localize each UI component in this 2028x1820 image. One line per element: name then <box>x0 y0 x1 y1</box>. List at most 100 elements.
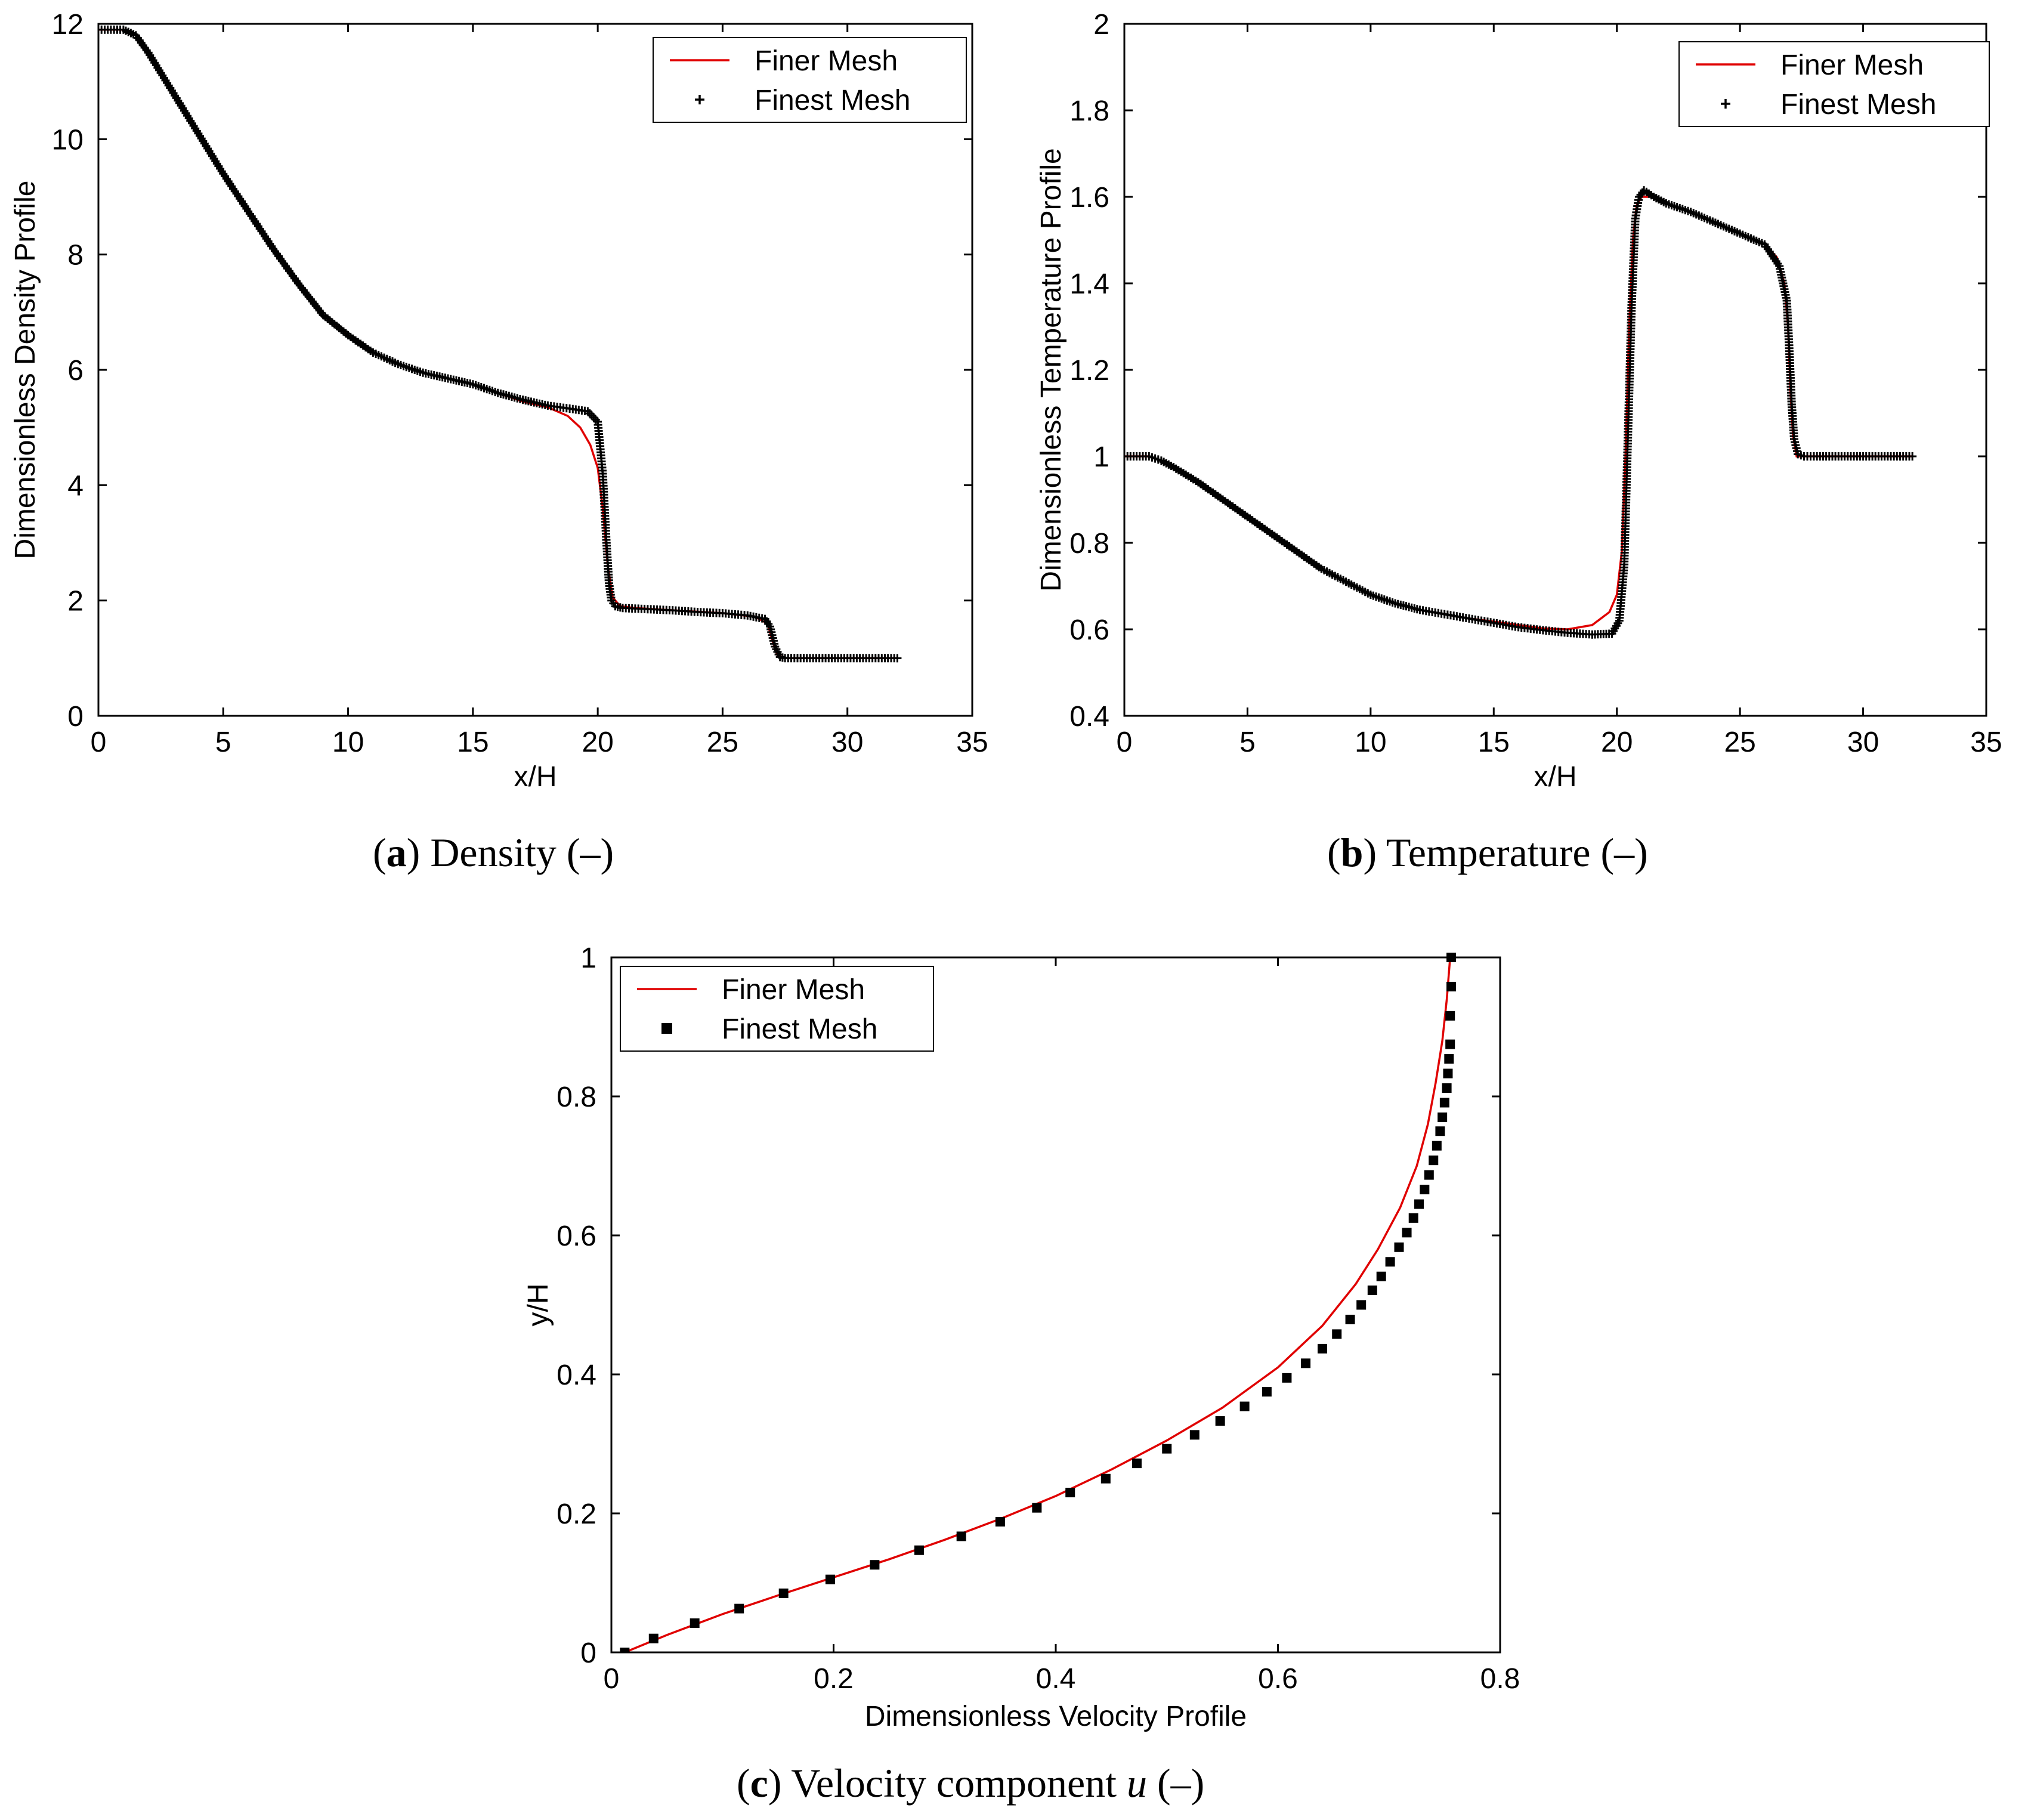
caption-a-text: Density (–) <box>420 830 614 875</box>
y-tick-label: 1.6 <box>1069 182 1109 214</box>
y-tick-label: 0 <box>67 701 84 733</box>
legend: Finer Mesh Finest Mesh <box>1678 41 1990 127</box>
x-tick-label: 0.8 <box>1480 1663 1520 1695</box>
series-finest-mesh-point <box>1424 1170 1434 1180</box>
series-finest-mesh-point <box>197 132 199 134</box>
caption-c-var: u <box>1127 1760 1148 1806</box>
series-finest-mesh-point <box>1345 1314 1355 1324</box>
caption-a-letter: a <box>386 830 407 875</box>
series-finest-mesh-point <box>1443 613 1445 615</box>
series-finest-mesh-point <box>1395 602 1396 604</box>
x-tick-label: 10 <box>332 727 364 758</box>
series-finest-mesh-point <box>605 542 607 543</box>
series-finest-mesh-point <box>1493 622 1495 624</box>
y-tick-label: 0.2 <box>557 1498 596 1530</box>
series-finest-mesh-point <box>1517 626 1519 628</box>
x-tick-label: 0 <box>91 727 107 758</box>
y-tick-label: 2 <box>67 586 84 617</box>
series-finest-mesh-point <box>447 378 449 379</box>
y-tick-label: 1.8 <box>1069 95 1109 127</box>
series-finest-mesh-point <box>779 656 781 658</box>
series-finest-mesh-point <box>1443 1068 1453 1079</box>
series-finest-mesh-point <box>1764 243 1766 245</box>
series-finest-mesh-point <box>1369 594 1371 595</box>
series-finest-mesh-point <box>870 1560 880 1570</box>
x-tick-label: 25 <box>707 727 738 758</box>
series-finest-mesh-point <box>871 657 873 659</box>
series-finest-mesh-point <box>1542 629 1544 631</box>
series-finest-mesh-point <box>1239 1401 1250 1411</box>
chart-b: 0 5 10 15 20 25 30 35 0.4 0.6 0.8 1 1.2 1.4 1.6 1.8 2 x/H… <box>1035 9 2002 793</box>
series-finest-mesh-point <box>347 335 349 336</box>
series-finest-mesh-point <box>1402 1228 1412 1238</box>
series-finest-mesh-point <box>825 1574 835 1584</box>
series-finest-mesh-point <box>611 600 613 601</box>
y-tick-label: 0.6 <box>1069 614 1109 646</box>
legend-swatch-plus <box>695 95 704 104</box>
series-finest-mesh-point <box>1065 1488 1075 1498</box>
x-tick-label: 25 <box>1724 727 1755 758</box>
series-finest-mesh-point <box>1148 456 1150 457</box>
plot-data <box>1124 186 1917 639</box>
y-tick-label: 2 <box>1093 9 1109 41</box>
series-finer-mesh-line <box>98 28 898 660</box>
series-finest-mesh-point <box>914 1545 924 1555</box>
series-finest-mesh-point <box>1296 551 1297 552</box>
x-axis-label: x/H <box>1534 761 1577 793</box>
y-tick-label: 4 <box>67 470 84 502</box>
series-finest-mesh-point <box>1567 632 1569 634</box>
series-finest-mesh-point <box>1643 190 1645 191</box>
y-tick-label: 0 <box>580 1637 596 1669</box>
series-finest-mesh-point <box>572 408 574 410</box>
y-tick-label: 0.8 <box>557 1082 596 1113</box>
y-tick-label: 0.4 <box>1069 701 1109 733</box>
series-finest-mesh-point <box>1318 1343 1327 1354</box>
series-finest-mesh-point <box>322 314 324 316</box>
series-finest-mesh-point <box>1779 265 1780 267</box>
series-finest-mesh-point <box>122 29 124 30</box>
series-finest-mesh-point <box>690 1618 700 1629</box>
series-finest-mesh-point <box>995 1516 1005 1527</box>
series-finest-mesh-point <box>1611 633 1613 635</box>
caption-c-letter: c <box>750 1760 768 1806</box>
series-finest-mesh-point <box>172 92 174 94</box>
series-finest-mesh-point <box>1797 453 1799 455</box>
x-tick-label: 5 <box>215 727 231 758</box>
legend-label: Finer Mesh <box>722 974 865 1006</box>
series-finest-mesh-point <box>1247 516 1248 518</box>
y-tick-label: 1.2 <box>1069 355 1109 387</box>
series-finest-mesh-point <box>648 1633 659 1643</box>
y-tick-label: 1 <box>580 943 596 974</box>
caption-a: (a) Density (–) <box>373 830 614 875</box>
x-tick-label: 0 <box>604 1663 620 1695</box>
series-finest-mesh-point <box>956 1531 966 1541</box>
series-finest-mesh-point <box>297 283 299 284</box>
series-finest-mesh-point <box>1160 460 1162 462</box>
y-axis-label: Dimensionless Temperature Profile <box>1035 148 1067 591</box>
plot-frame <box>97 23 973 717</box>
legend-label: Finest Mesh <box>722 1013 877 1045</box>
plot-frame <box>1123 23 1987 717</box>
series-finest-mesh-point <box>1793 438 1795 440</box>
series-finest-mesh-point <box>547 404 549 406</box>
series-finest-mesh-point <box>1189 1430 1200 1440</box>
series-finest-mesh-point <box>372 352 374 353</box>
y-tick-label: 1 <box>1093 441 1109 473</box>
series-finest-mesh-point <box>397 363 399 365</box>
caption-c-tail: (–) <box>1147 1760 1205 1806</box>
series-finest-mesh-point <box>1887 456 1888 457</box>
series-finest-mesh-point <box>1321 568 1322 570</box>
series-finest-mesh-point <box>722 612 724 614</box>
series-finest-mesh-point <box>1631 304 1633 306</box>
x-tick-label: 5 <box>1239 727 1256 758</box>
series-finest-mesh-point <box>1624 564 1625 566</box>
series-finest-mesh-point <box>608 582 610 584</box>
series-finest-mesh-point <box>1420 1185 1430 1195</box>
y-axis-label: Dimensionless Density Profile <box>10 181 41 560</box>
series-finest-mesh-point <box>1788 347 1790 349</box>
series-finest-mesh-point <box>1332 1329 1342 1339</box>
series-finest-mesh-point <box>1862 456 1864 457</box>
series-finest-mesh-point <box>769 626 771 628</box>
series-finest-mesh-point <box>774 646 776 647</box>
